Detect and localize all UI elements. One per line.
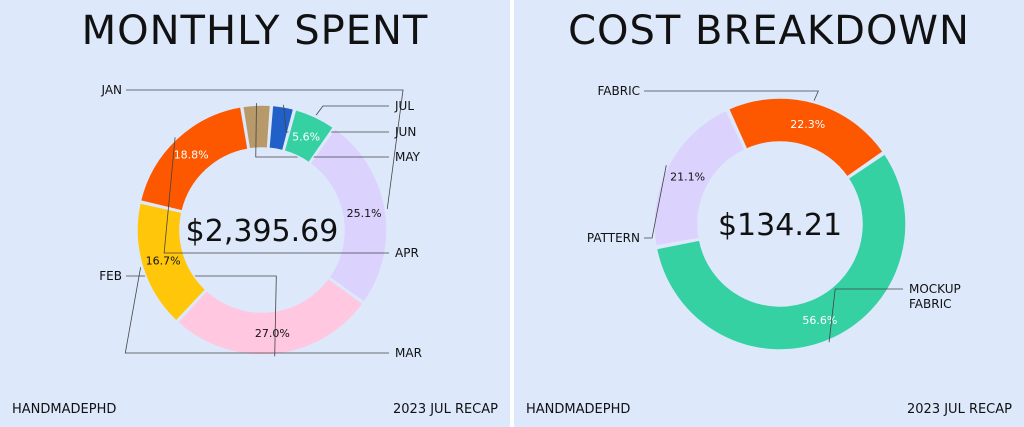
data-label-jul: 5.6% — [292, 130, 320, 143]
leader-line-fabric — [644, 90, 819, 101]
brand-label-left: HANDMADEPHD — [12, 402, 117, 417]
cost-breakdown-panel: COST BREAKDOWN $134.21 22.3% FABRIC 56.6% MO… — [514, 0, 1024, 427]
center-total: $134.21 — [718, 208, 842, 243]
leader-line-pattern — [644, 165, 667, 239]
recap-label-left: 2023 JUL RECAP — [393, 402, 498, 417]
leader-line-jul — [315, 105, 389, 116]
monthly-spent-panel: MONTHLY SPENT $2,395.69 25.1% JAN 27.0% FEB 1… — [0, 0, 510, 427]
category-label-jul: JUL — [394, 99, 414, 113]
leader-line-apr — [163, 137, 389, 254]
data-label-jan: 25.1% — [347, 207, 382, 220]
category-label-fabric: FABRIC — [598, 84, 641, 98]
cost-breakdown-title: COST BREAKDOWN — [568, 8, 970, 54]
center-total: $2,395.69 — [186, 214, 339, 249]
category-label-mockup-fabric: MOCKUP FABRIC — [909, 282, 961, 311]
category-label-jan: JAN — [100, 83, 122, 97]
data-label-feb: 27.0% — [255, 327, 290, 340]
leader-line-mockup-fabric — [828, 288, 903, 343]
cost-breakdown-donut-chart: $134.21 22.3% FABRIC 56.6% MOCKUP FABRIC 21.1%… — [587, 84, 961, 351]
data-label-fabric: 22.3% — [790, 118, 825, 131]
brand-label-right: HANDMADEPHD — [526, 402, 631, 417]
slice-jun — [268, 104, 295, 152]
leader-line-may — [255, 103, 389, 158]
leader-line-mar — [124, 267, 389, 354]
slice-mar — [136, 201, 207, 323]
recap-label-right: 2023 JUL RECAP — [907, 402, 1012, 417]
slice-may — [241, 104, 272, 150]
slice-apr — [139, 105, 249, 212]
monthly-spent-title: MONTHLY SPENT — [81, 8, 429, 54]
category-label-pattern: PATTERN — [587, 231, 640, 245]
category-label-may: MAY — [395, 150, 421, 164]
monthly-spent-donut-chart: $2,395.69 25.1% JAN 27.0% FEB 16.7% MAR 18.8% AP… — [99, 83, 422, 360]
data-label-mockup-fabric: 56.6% — [802, 314, 837, 327]
slice-feb — [176, 277, 365, 356]
category-label-jun: JUN — [394, 125, 416, 139]
data-label-mar: 16.7% — [146, 254, 181, 267]
category-label-mar: MAR — [395, 346, 422, 360]
slice-pattern — [653, 109, 746, 247]
leader-line-jun — [283, 104, 389, 133]
data-label-pattern: 21.1% — [670, 170, 705, 183]
slice-jul — [283, 108, 335, 164]
category-label-feb: FEB — [99, 269, 122, 283]
slice-fabric — [727, 97, 885, 178]
leader-line-jan — [126, 89, 404, 210]
category-label-apr: APR — [395, 246, 419, 260]
data-label-apr: 18.8% — [174, 149, 209, 162]
slice-mockup-fabric — [655, 152, 907, 351]
slice-jan — [308, 127, 388, 304]
